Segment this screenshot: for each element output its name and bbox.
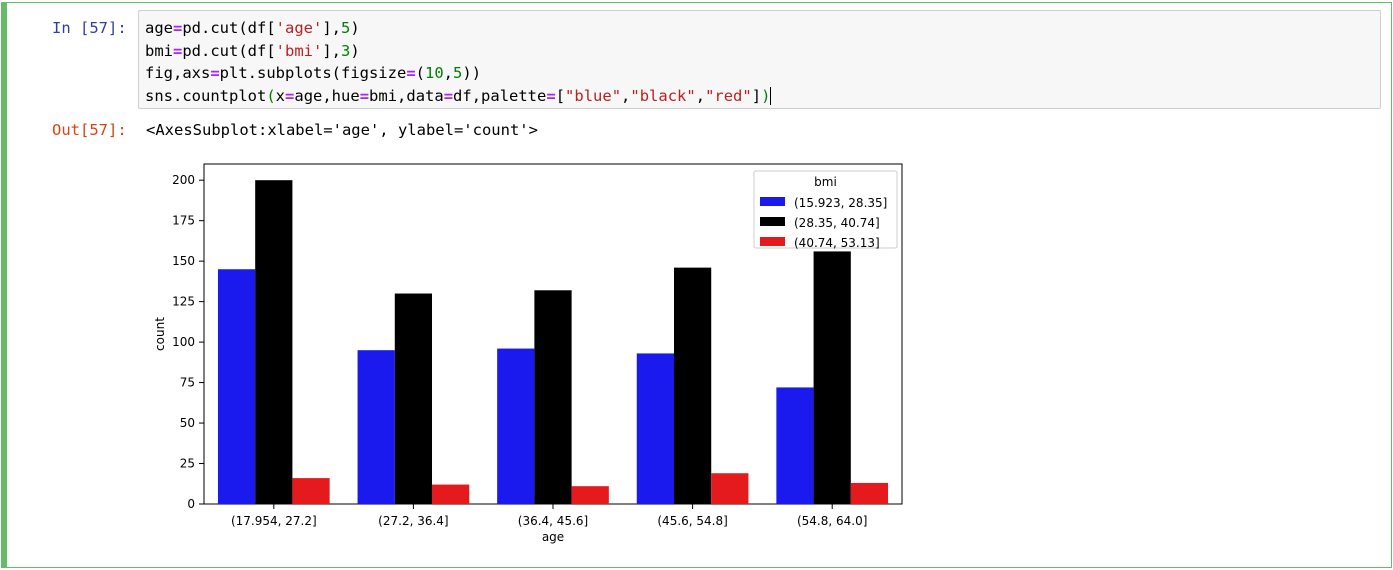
code-token: x <box>275 86 286 105</box>
output-text: <AxesSubplot:xlabel='age', ylabel='count… <box>146 121 538 139</box>
bar-2-3 <box>711 473 749 504</box>
code-token: ( <box>266 86 276 105</box>
bar-0-0 <box>217 269 256 504</box>
code-token: )) <box>462 64 482 82</box>
bar-2-1 <box>432 484 470 504</box>
x-tick-label: (17.954, 27.2] <box>231 514 317 528</box>
code-token: ], <box>322 41 342 60</box>
code-token: ) <box>350 41 360 60</box>
bar-1-3 <box>673 267 712 504</box>
legend-swatch <box>760 197 785 206</box>
code-token: ) <box>350 19 360 37</box>
code-token: fig,axs <box>145 64 211 82</box>
y-tick-label: 75 <box>180 376 195 390</box>
code-token: bmi <box>145 41 173 60</box>
code-token: = <box>359 86 370 105</box>
code-token: [ <box>555 86 566 105</box>
legend-title: bmi <box>814 175 837 189</box>
y-axis-label: count <box>153 317 167 351</box>
bar-1-0 <box>255 180 293 504</box>
code-token: age,hue <box>294 86 360 105</box>
code-line: bmi=pd.cut(df['bmi'],3) <box>145 40 771 63</box>
legend-entry: (15.923, 28.35] <box>794 196 887 210</box>
code-editor[interactable]: age=pd.cut(df['age'],5) bmi=pd.cut(df['bm… <box>145 17 772 108</box>
text-cursor <box>770 87 772 105</box>
bar-2-0 <box>292 478 330 504</box>
code-line: sns.countplot(x=age,hue=bmi,data=df,pale… <box>145 85 772 108</box>
y-tick-label: 175 <box>172 214 195 228</box>
bar-2-2 <box>571 486 609 504</box>
bar-0-1 <box>357 350 395 504</box>
bar-0-3 <box>636 353 674 504</box>
code-token: pd.cut(df[ <box>182 19 276 37</box>
code-token: "red" <box>705 86 752 105</box>
code-token: 10 <box>425 64 444 82</box>
legend-entry: (40.74, 53.13] <box>794 236 880 250</box>
bar-0-2 <box>497 348 535 504</box>
y-tick-label: 50 <box>180 416 195 430</box>
code-token: ] <box>751 86 762 105</box>
y-tick-label: 125 <box>172 295 195 309</box>
code-token: df,palette <box>453 86 547 105</box>
input-prompt: In [57]: <box>52 19 127 37</box>
bar-1-2 <box>534 290 572 504</box>
x-axis-label: age <box>542 530 564 544</box>
bar-1-4 <box>813 251 851 504</box>
code-token: 5 <box>341 19 351 37</box>
code-token: age <box>145 19 173 37</box>
bar-0-4 <box>776 387 814 504</box>
countplot-chart: 0 25 50 75 100 125 150 175 200 (17.954, 27.2] (27.… <box>153 163 903 544</box>
code-token: ], <box>322 19 342 37</box>
y-tick-label: 100 <box>172 335 195 349</box>
code-token: bmi,data <box>369 86 444 105</box>
x-tick-label: (27.2, 36.4] <box>378 514 448 528</box>
x-tick-label: (54.8, 64.0] <box>797 514 867 528</box>
code-input-area[interactable]: age=pd.cut(df['age'],5) bmi=pd.cut(df['bm… <box>138 10 1381 109</box>
y-tick-label: 150 <box>172 254 195 268</box>
code-token: "black" <box>630 86 696 105</box>
x-tick-label: (36.4, 45.6] <box>518 514 588 528</box>
y-tick-label: 0 <box>187 497 195 511</box>
legend-box <box>753 170 898 249</box>
legend-swatch <box>760 237 785 246</box>
code-token: = <box>546 86 556 105</box>
code-token: sns.countplot <box>145 86 267 105</box>
code-token: 3 <box>341 41 351 60</box>
code-token: , <box>695 86 706 105</box>
code-token: , <box>621 86 631 105</box>
output-prompt: Out[57]: <box>52 121 127 139</box>
code-token: 'bmi' <box>275 41 323 60</box>
code-token: , <box>443 64 454 82</box>
code-token: = <box>406 64 416 82</box>
code-token: "blue" <box>565 86 622 105</box>
legend-entry: (28.35, 40.74] <box>794 216 880 230</box>
code-token: 'age' <box>275 19 323 37</box>
y-tick-label: 25 <box>180 457 195 471</box>
code-token: ) <box>761 86 771 105</box>
code-token: ( <box>415 64 425 82</box>
code-token: = <box>210 64 220 82</box>
legend-swatch <box>760 217 785 226</box>
bar-1-1 <box>394 293 433 504</box>
code-token: 5 <box>453 64 463 82</box>
x-tick-label: (45.6, 54.8] <box>657 514 727 528</box>
code-token: = <box>443 86 454 105</box>
code-line: age=pd.cut(df['age'],5) <box>145 17 771 40</box>
code-token: = <box>285 86 295 105</box>
y-tick-label: 200 <box>172 173 195 187</box>
code-token: = <box>173 41 183 60</box>
bar-2-4 <box>850 482 889 504</box>
code-line: fig,axs=plt.subplots(figsize=(10,5)) <box>145 62 771 85</box>
code-token: plt.subplots(figsize <box>219 64 407 82</box>
code-token: = <box>173 19 183 37</box>
code-token: pd.cut(df[ <box>182 41 276 60</box>
